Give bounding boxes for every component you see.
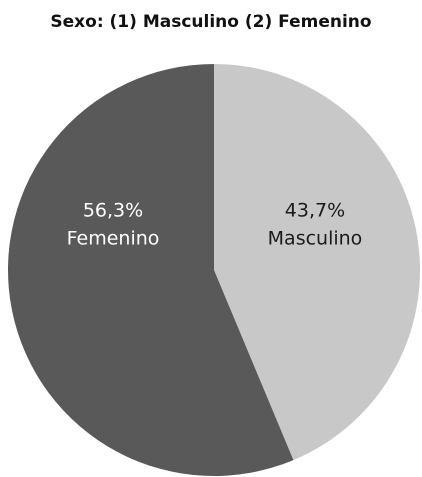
pie-slice <box>214 64 420 461</box>
slice-category-label: Masculino <box>268 228 363 250</box>
slice-category-label: Femenino <box>67 228 160 250</box>
slice-value-label: 43,7% <box>285 200 345 222</box>
pie-slice <box>8 64 294 476</box>
slice-value-label: 56,3% <box>83 200 143 222</box>
chart-title: Sexo: (1) Masculino (2) Femenino <box>50 12 371 32</box>
